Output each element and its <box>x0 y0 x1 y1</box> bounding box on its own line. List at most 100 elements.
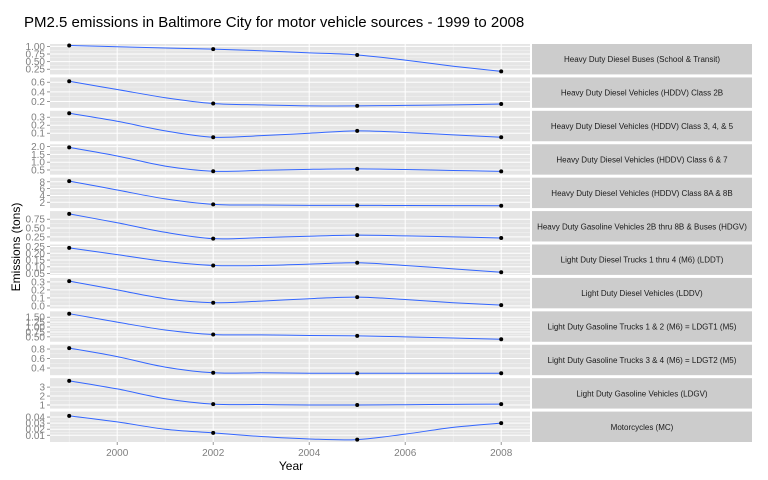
y-tick-label: 0.5 <box>31 165 45 176</box>
data-point <box>211 402 216 407</box>
y-tick-label: 0.25 <box>26 65 46 76</box>
y-tick-label: 0.10 <box>26 262 46 273</box>
data-point <box>211 430 216 435</box>
data-point <box>211 47 216 52</box>
data-point <box>499 303 504 308</box>
data-point <box>355 203 360 208</box>
series-line <box>69 80 502 107</box>
y-tick-label: 0.4 <box>31 364 45 375</box>
data-point <box>355 260 360 265</box>
data-point <box>211 236 216 241</box>
y-tick-label: 8 <box>39 177 45 188</box>
chart-title: PM2.5 emissions in Baltimore City for mo… <box>24 14 524 31</box>
facet-panel: 0.050.100.150.200.25 Light Duty Diesel Tr… <box>26 242 752 280</box>
data-point <box>499 337 504 342</box>
y-tick-label: 0.02 <box>26 425 46 436</box>
y-tick-label: 6 <box>39 184 45 195</box>
data-point <box>499 235 504 240</box>
x-tick-label: 2004 <box>298 448 321 459</box>
y-tick-label: 1.00 <box>26 42 46 53</box>
facet-panel: 0.20.40.6 Heavy Duty Diesel Vehicles (HDD… <box>31 77 752 108</box>
y-tick-label: 0.20 <box>26 249 46 260</box>
data-point <box>67 179 72 184</box>
x-tick-label: 2002 <box>202 448 225 459</box>
y-tick-label: 0.15 <box>26 256 46 267</box>
y-tick-label: 4 <box>39 191 45 202</box>
data-point <box>67 279 72 284</box>
facet-strip <box>532 344 752 376</box>
series-line <box>69 180 502 207</box>
data-point <box>211 135 216 140</box>
data-point <box>355 233 360 238</box>
data-point <box>355 403 360 408</box>
data-point <box>67 378 72 383</box>
y-tick-label: 3 <box>39 383 45 394</box>
panel-background <box>50 110 530 142</box>
facet-strip <box>532 277 752 309</box>
y-axis-title: Emissions (tons) <box>9 203 23 292</box>
facet-strip-label: Heavy Duty Diesel Buses (School & Transi… <box>564 55 720 64</box>
series-line <box>69 380 502 406</box>
y-tick-label: 2.0 <box>31 142 45 153</box>
y-tick-label: 1 <box>39 401 45 412</box>
facet-strip-label: Heavy Duty Diesel Vehicles (HDDV) Class … <box>551 122 734 131</box>
data-point <box>355 103 360 108</box>
y-tick-label: 0.2 <box>31 97 45 108</box>
y-tick-label: 0.03 <box>26 419 46 430</box>
y-tick-label: 2 <box>39 392 45 403</box>
data-point <box>355 295 360 300</box>
series-line <box>69 280 502 306</box>
facet-strip <box>532 211 752 242</box>
facet-strip <box>532 411 752 442</box>
y-tick-label: 1.00 <box>26 323 46 334</box>
data-point <box>499 371 504 376</box>
series-line <box>69 112 502 138</box>
facet-strip-label: Light Duty Diesel Vehicles (LDDV) <box>581 289 703 298</box>
series-line <box>69 313 502 340</box>
facet-strip-label: Heavy Duty Diesel Vehicles (HDDV) Class … <box>561 89 723 98</box>
facet-strip-label: Heavy Duty Diesel Vehicles (HDDV) Class … <box>556 155 728 164</box>
y-tick-label: 0.4 <box>31 87 45 98</box>
x-axis-title: Year <box>279 459 303 473</box>
data-point <box>211 101 216 106</box>
facet-strip <box>532 110 752 142</box>
facet-strip-label: Light Duty Diesel Trucks 1 thru 4 (M6) (… <box>561 256 724 265</box>
series-line <box>69 415 502 441</box>
facet-panel: 0.00.10.20.3 Light Duty Diesel Vehicles (… <box>31 277 752 312</box>
y-tick-label: 0.1 <box>31 293 45 304</box>
facet-strip-label: Heavy Duty Gasoline Vehicles 2B thru 8B … <box>537 222 747 231</box>
data-point <box>67 346 72 351</box>
data-point <box>211 300 216 305</box>
y-tick-label: 0.8 <box>31 345 45 356</box>
data-point <box>211 169 216 174</box>
x-tick-label: 2000 <box>106 448 129 459</box>
y-tick-label: 0.04 <box>26 413 46 424</box>
y-tick-label: 0.50 <box>26 224 46 235</box>
y-tick-label: 0.6 <box>31 78 45 89</box>
data-point <box>67 211 72 216</box>
y-tick-label: 0.25 <box>26 242 46 253</box>
facet-strip <box>532 311 752 342</box>
y-tick-label: 0.2 <box>31 285 45 296</box>
facet-strip-label: Motorcycles (MC) <box>611 423 674 432</box>
data-point <box>211 370 216 375</box>
data-point <box>499 69 504 74</box>
facet-panel: 0.010.020.030.04 Motorcycles (MC) <box>26 411 752 442</box>
data-point <box>499 169 504 174</box>
data-point <box>67 145 72 150</box>
panel-background <box>50 344 530 376</box>
series-line <box>69 347 502 374</box>
series-line <box>69 213 502 240</box>
data-point <box>67 413 72 418</box>
data-point <box>355 333 360 338</box>
y-tick-label: 0.50 <box>26 57 46 68</box>
y-tick-label: 1.5 <box>31 150 45 161</box>
data-point <box>499 135 504 140</box>
y-tick-label: 0.6 <box>31 354 45 365</box>
y-tick-label: 0.1 <box>31 129 45 140</box>
facet-panel: 0.51.01.52.0 Heavy Duty Diesel Vehicles (… <box>31 142 752 176</box>
facet-strip <box>532 44 752 75</box>
